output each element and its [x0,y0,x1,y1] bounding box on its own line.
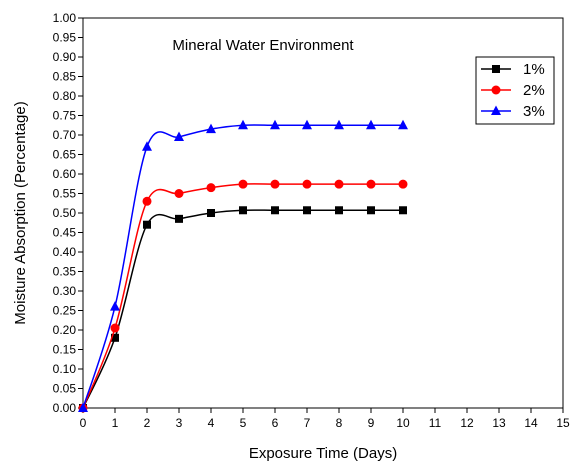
data-point [206,183,216,193]
data-point [399,206,407,215]
x-tick-label: 4 [208,416,215,430]
x-tick-label: 8 [336,416,343,430]
series-0 [79,206,407,412]
data-point [366,179,376,189]
data-point [335,206,343,215]
y-tick-label: 0.10 [53,362,77,376]
y-tick-label: 0.05 [53,382,77,396]
x-tick-label: 14 [524,416,538,430]
data-point [270,179,280,189]
y-tick-label: 0.90 [53,50,77,64]
data-point [110,323,120,333]
data-point [334,179,344,189]
y-tick-label: 0.00 [53,401,77,415]
data-point [175,214,183,223]
y-tick-label: 0.65 [53,148,77,162]
x-tick-label: 1 [112,416,119,430]
chart-title: Mineral Water Environment [172,37,354,54]
y-tick-label: 0.85 [53,70,77,84]
x-tick-label: 2 [144,416,151,430]
data-point [207,209,215,217]
y-axis-ticks: 0.00 0.05 0.10 0.15 0.20 0.25 0.30 0.35 0.40 0.45… [53,11,83,415]
data-point [302,119,312,130]
data-point [238,179,248,189]
series-line [82,209,403,409]
x-axis-ticks: 0 1 2 3 4 5 6 7 8 9 10 11 12 13 14 15 [80,408,570,430]
data-point [111,333,119,342]
x-axis-title: Exposure Time (Days) [249,445,397,462]
y-tick-label: 0.80 [53,89,77,103]
data-point [366,119,376,130]
data-point [398,179,408,189]
data-point [271,206,279,215]
data-point [142,141,152,151]
data-point [239,206,247,215]
data-point [302,179,312,189]
y-tick-label: 0.55 [53,187,77,201]
y-tick-label: 0.70 [53,128,77,142]
legend-label: 1% [523,61,545,78]
data-point [143,220,151,229]
y-tick-label: 0.15 [53,343,77,357]
y-tick-label: 0.25 [53,304,77,318]
legend-marker [492,65,500,73]
y-tick-label: 0.40 [53,245,77,259]
legend-marker [491,85,501,95]
y-tick-label: 0.60 [53,167,77,181]
legend: 1% 2% 3% [475,56,555,125]
x-tick-label: 0 [80,416,87,430]
y-tick-label: 0.45 [53,226,77,240]
x-tick-label: 3 [176,416,183,430]
data-point [142,196,152,206]
data-point [303,206,311,215]
series-layer [78,119,408,413]
y-tick-label: 0.20 [53,323,77,337]
series-2 [78,119,408,412]
legend-label: 2% [523,82,545,99]
x-tick-label: 12 [460,416,474,430]
data-point [206,123,216,134]
data-point [367,206,375,215]
y-tick-label: 0.30 [53,284,77,298]
legend-label: 3% [523,103,545,120]
y-tick-label: 0.50 [53,206,77,220]
y-tick-label: 0.75 [53,109,77,123]
data-point [174,131,184,141]
data-point [270,119,280,130]
data-point [238,119,248,130]
x-tick-label: 5 [240,416,247,430]
legend-marker [491,105,501,115]
x-tick-label: 9 [368,416,375,430]
data-point [334,119,344,130]
data-point [78,402,88,412]
data-point [110,301,120,311]
x-tick-label: 11 [429,416,442,430]
series-line [82,183,403,409]
x-tick-label: 7 [304,416,311,430]
data-point [398,119,408,130]
series-line [82,124,403,409]
series-1 [78,179,408,413]
x-tick-label: 10 [396,416,410,430]
data-point [174,189,184,198]
x-tick-label: 6 [272,416,279,430]
x-tick-label: 15 [556,416,570,430]
y-tick-label: 1.00 [53,11,77,25]
y-tick-label: 0.95 [53,31,77,45]
y-tick-label: 0.35 [53,265,77,279]
x-tick-label: 13 [492,416,506,430]
y-axis-title: Moisture Absorption (Percentage) [12,101,29,324]
